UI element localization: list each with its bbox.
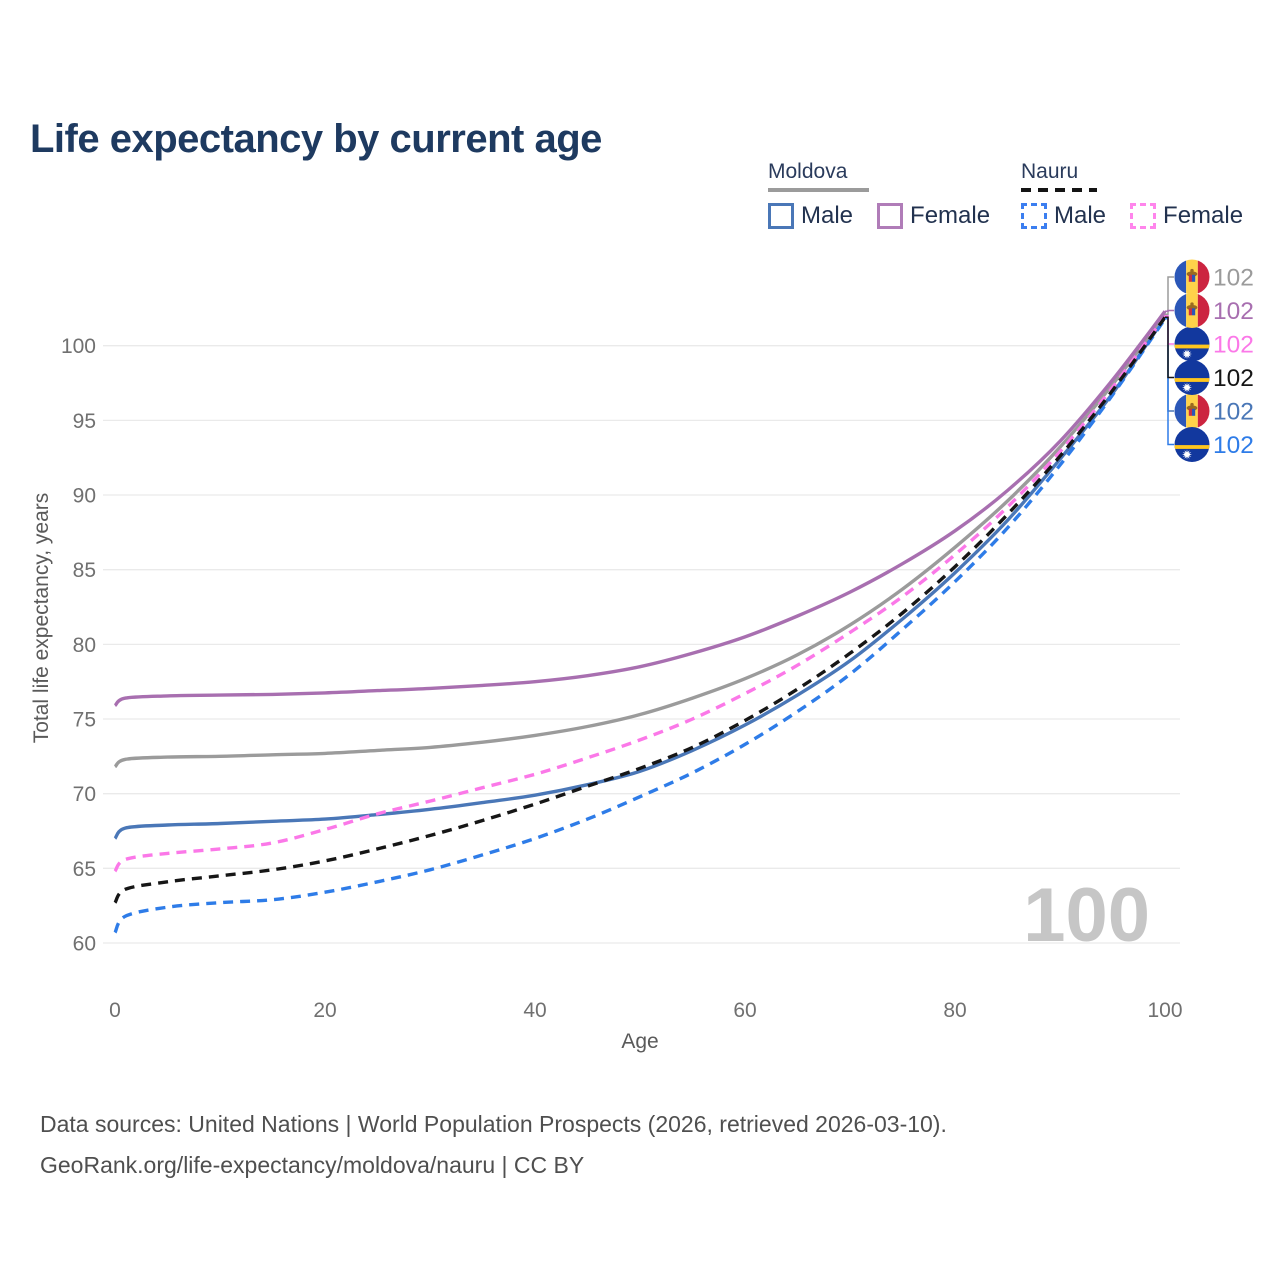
x-tick-label: 0: [109, 999, 121, 1022]
x-tick-label: 60: [733, 999, 756, 1022]
legend-items-moldova: Male Female: [768, 202, 990, 230]
end-label-nauru_female: 102: [1213, 332, 1254, 359]
series-line-nauru_male[interactable]: [113, 317, 1167, 934]
y-tick-label: 80: [73, 634, 96, 657]
legend-item-nauru-female[interactable]: Female: [1130, 202, 1243, 230]
legend-item-label: Female: [910, 202, 991, 229]
nauru-line-style-icon: [1021, 188, 1097, 192]
y-tick-label: 100: [61, 335, 96, 358]
y-tick-label: 65: [73, 858, 96, 881]
y-tick-label: 70: [73, 783, 96, 806]
flag-icon-moldova: [1174, 293, 1210, 328]
y-tick-label: 95: [73, 410, 96, 433]
end-label-moldova_female: 102: [1213, 298, 1254, 325]
legend-country-moldova[interactable]: Moldova: [768, 160, 848, 183]
attribution-line: GeoRank.org/life-expectancy/moldova/naur…: [40, 1152, 585, 1178]
end-label-moldova_total: 102: [1213, 265, 1254, 292]
page-title: Life expectancy by current age: [30, 116, 602, 161]
flag-icon-nauru: [1174, 360, 1210, 395]
data-sources-line: Data sources: United Nations | World Pop…: [40, 1111, 947, 1137]
leader-line-nauru_female: [1165, 315, 1174, 345]
flag-icon-nauru: [1174, 326, 1210, 362]
leader-line-moldova_total: [1165, 276, 1174, 316]
series-line-moldova_female[interactable]: [113, 310, 1167, 707]
legend-item-label: Female: [1163, 202, 1244, 229]
y-tick-label: 60: [73, 933, 96, 956]
x-tick-label: 80: [943, 999, 966, 1022]
flag-icon-moldova: [1174, 259, 1210, 295]
nauru-female-swatch-icon: [1130, 203, 1157, 229]
x-tick-label: 20: [313, 999, 336, 1022]
series-line-moldova_total[interactable]: [113, 313, 1167, 769]
series-line-nauru_female[interactable]: [113, 314, 1167, 873]
x-tick-label: 100: [1147, 999, 1182, 1022]
series-line-moldova_male[interactable]: [113, 316, 1167, 840]
leader-line-moldova_male: [1165, 316, 1174, 412]
x-tick-label: 40: [523, 999, 546, 1022]
y-tick-label: 85: [73, 559, 96, 582]
legend-item-nauru-male[interactable]: Male: [1021, 202, 1106, 230]
age-counter-watermark: 100: [1023, 873, 1150, 958]
legend-country-nauru[interactable]: Nauru: [1021, 160, 1079, 183]
leader-line-nauru_male: [1165, 318, 1174, 446]
legend-group-moldova[interactable]: Moldova Male Female: [768, 160, 990, 230]
legend-item-moldova-male[interactable]: Male: [768, 202, 853, 230]
moldova-line-style-icon: [768, 188, 869, 192]
leader-line-moldova_female: [1165, 309, 1174, 313]
end-label-nauru_male: 102: [1213, 432, 1254, 459]
legend-item-label: Male: [801, 202, 854, 229]
flag-icon-moldova: [1174, 393, 1210, 429]
chart-footer: Data sources: United Nations | World Pop…: [40, 1104, 947, 1186]
y-axis-title: Total life expectancy, years: [30, 493, 53, 744]
moldova-male-swatch-icon: [768, 203, 794, 229]
series-line-nauru_total[interactable]: [113, 316, 1167, 904]
legend-item-label: Male: [1054, 202, 1107, 229]
leader-line-nauru_total: [1165, 316, 1174, 379]
end-label-nauru_total: 102: [1213, 365, 1254, 392]
nauru-male-swatch-icon: [1021, 203, 1047, 229]
end-label-moldova_male: 102: [1213, 399, 1254, 426]
x-axis-title: Age: [621, 1030, 658, 1053]
y-tick-label: 90: [73, 485, 96, 508]
legend-group-nauru[interactable]: Nauru Male Female: [1021, 160, 1243, 230]
legend-items-nauru: Male Female: [1021, 202, 1243, 230]
legend-item-moldova-female[interactable]: Female: [877, 202, 990, 230]
y-tick-label: 75: [73, 709, 96, 732]
flag-icon-nauru: [1174, 427, 1210, 462]
moldova-female-swatch-icon: [877, 203, 904, 229]
